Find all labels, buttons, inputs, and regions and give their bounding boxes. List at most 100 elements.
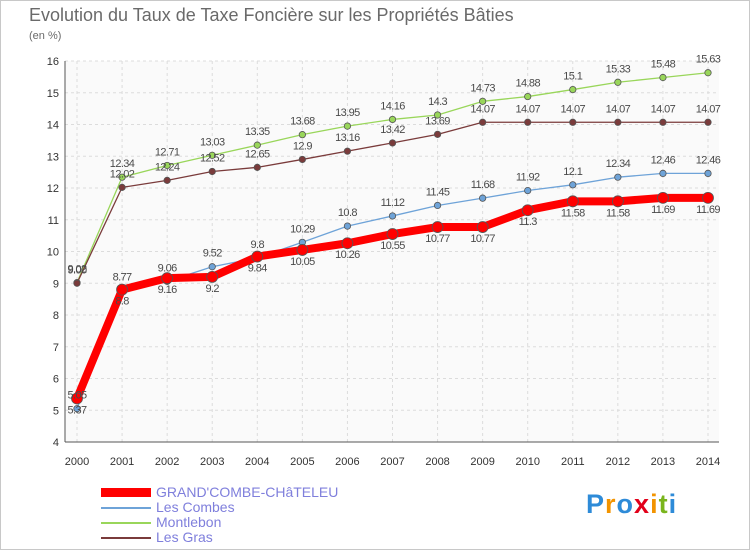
data-label: 11.3 xyxy=(519,216,538,228)
data-label: 15.33 xyxy=(606,63,631,75)
data-label: 14.07 xyxy=(470,103,495,115)
data-point xyxy=(611,195,624,208)
data-label: 11.69 xyxy=(651,204,675,216)
data-label: 11.45 xyxy=(426,186,450,198)
data-point xyxy=(118,173,126,181)
data-label: 10.77 xyxy=(425,233,450,245)
data-point xyxy=(343,147,352,155)
data-point xyxy=(163,176,171,184)
y-tick-label: 6 xyxy=(53,374,59,386)
data-point xyxy=(298,155,306,164)
data-point xyxy=(569,118,577,126)
data-label: 11.58 xyxy=(561,207,585,219)
data-label: 8.77 xyxy=(113,272,132,284)
data-label: 10.29 xyxy=(290,223,315,235)
data-point xyxy=(386,228,399,240)
data-point xyxy=(71,392,83,405)
data-label: 10.8 xyxy=(338,207,357,219)
data-point xyxy=(614,78,622,86)
data-point xyxy=(341,237,354,250)
x-tick-label: 2009 xyxy=(470,456,494,468)
data-label: 5.05 xyxy=(67,390,86,402)
y-tick-label: 12 xyxy=(47,183,59,195)
data-point xyxy=(206,270,219,283)
data-point xyxy=(566,195,579,208)
data-label: 11.68 xyxy=(471,179,495,191)
y-tick-label: 7 xyxy=(53,342,59,354)
data-label: 9.2 xyxy=(205,283,219,295)
data-label: 12.46 xyxy=(696,154,721,166)
data-label: 9.02 xyxy=(67,264,86,276)
data-label: 9.52 xyxy=(203,248,222,260)
data-point xyxy=(704,118,712,126)
data-point xyxy=(702,191,714,204)
chart-title: Evolution du Taux de Taxe Foncière sur l… xyxy=(29,5,514,25)
data-point xyxy=(476,221,489,233)
data-point xyxy=(343,222,352,230)
data-label: 11.92 xyxy=(516,172,540,184)
x-tick-label: 2000 xyxy=(65,456,89,468)
data-label: 14.07 xyxy=(606,103,631,115)
data-point xyxy=(479,118,487,126)
data-label: 12.65 xyxy=(245,148,270,160)
data-point xyxy=(524,118,532,126)
y-tick-label: 13 xyxy=(47,151,59,163)
y-axis-unit: (en %) xyxy=(29,30,62,42)
data-point xyxy=(73,279,81,287)
data-label: 13.16 xyxy=(335,132,360,144)
y-tick-label: 4 xyxy=(53,437,59,449)
data-point xyxy=(704,169,712,177)
legend-item: Les Gras xyxy=(101,530,421,545)
data-point xyxy=(253,141,261,149)
data-point xyxy=(251,250,264,263)
data-label: 13.42 xyxy=(380,124,405,136)
data-point xyxy=(659,73,667,82)
proxiti-logo: Proxiti xyxy=(586,489,677,520)
data-label: 15.1 xyxy=(563,71,582,83)
x-tick-label: 2004 xyxy=(245,456,269,468)
data-label: 14.3 xyxy=(428,96,447,108)
data-label: 9.00 xyxy=(67,264,86,276)
logo-letter: x xyxy=(634,489,651,519)
data-label: 12.24 xyxy=(155,161,180,173)
data-point xyxy=(524,186,532,195)
x-tick-label: 2011 xyxy=(561,456,585,468)
data-label: 13.69 xyxy=(425,115,450,127)
x-tick-label: 2014 xyxy=(696,456,720,468)
data-point xyxy=(388,115,397,124)
data-point xyxy=(479,194,487,202)
legend-item: GRAND'COMBE-CHâTELEU xyxy=(101,485,421,500)
data-label: 9.06 xyxy=(158,262,177,274)
data-point xyxy=(657,191,669,204)
data-label: 14.16 xyxy=(380,100,405,112)
logo-letter: P xyxy=(586,489,606,519)
data-point xyxy=(433,130,442,138)
data-label: 8.8 xyxy=(115,296,129,308)
data-label: 12.71 xyxy=(155,146,180,158)
data-point xyxy=(388,139,397,147)
x-tick-label: 2001 xyxy=(110,456,134,468)
y-tick-label: 5 xyxy=(53,405,59,417)
data-label: 9.84 xyxy=(248,263,267,275)
data-label: 13.68 xyxy=(290,116,315,128)
data-point xyxy=(614,118,622,126)
data-label: 12.1 xyxy=(563,166,582,178)
data-label: 15.63 xyxy=(696,54,721,66)
logo-letter: r xyxy=(605,489,617,519)
data-label: 11.69 xyxy=(696,204,720,216)
data-point xyxy=(208,151,216,159)
x-tick-label: 2008 xyxy=(425,456,449,468)
data-label: 10.77 xyxy=(470,233,495,245)
legend-swatch xyxy=(101,507,151,509)
data-label: 11.12 xyxy=(381,197,405,209)
data-label: 12.34 xyxy=(110,158,135,170)
legend-swatch xyxy=(101,488,151,497)
x-tick-label: 2005 xyxy=(290,456,314,468)
data-point xyxy=(704,69,712,77)
legend-item: Les Combes xyxy=(101,500,421,515)
x-tick-label: 2007 xyxy=(380,456,404,468)
y-tick-label: 10 xyxy=(47,247,59,259)
data-label: 10.26 xyxy=(335,249,360,261)
data-point xyxy=(118,183,126,191)
logo-letter: i xyxy=(650,489,659,519)
